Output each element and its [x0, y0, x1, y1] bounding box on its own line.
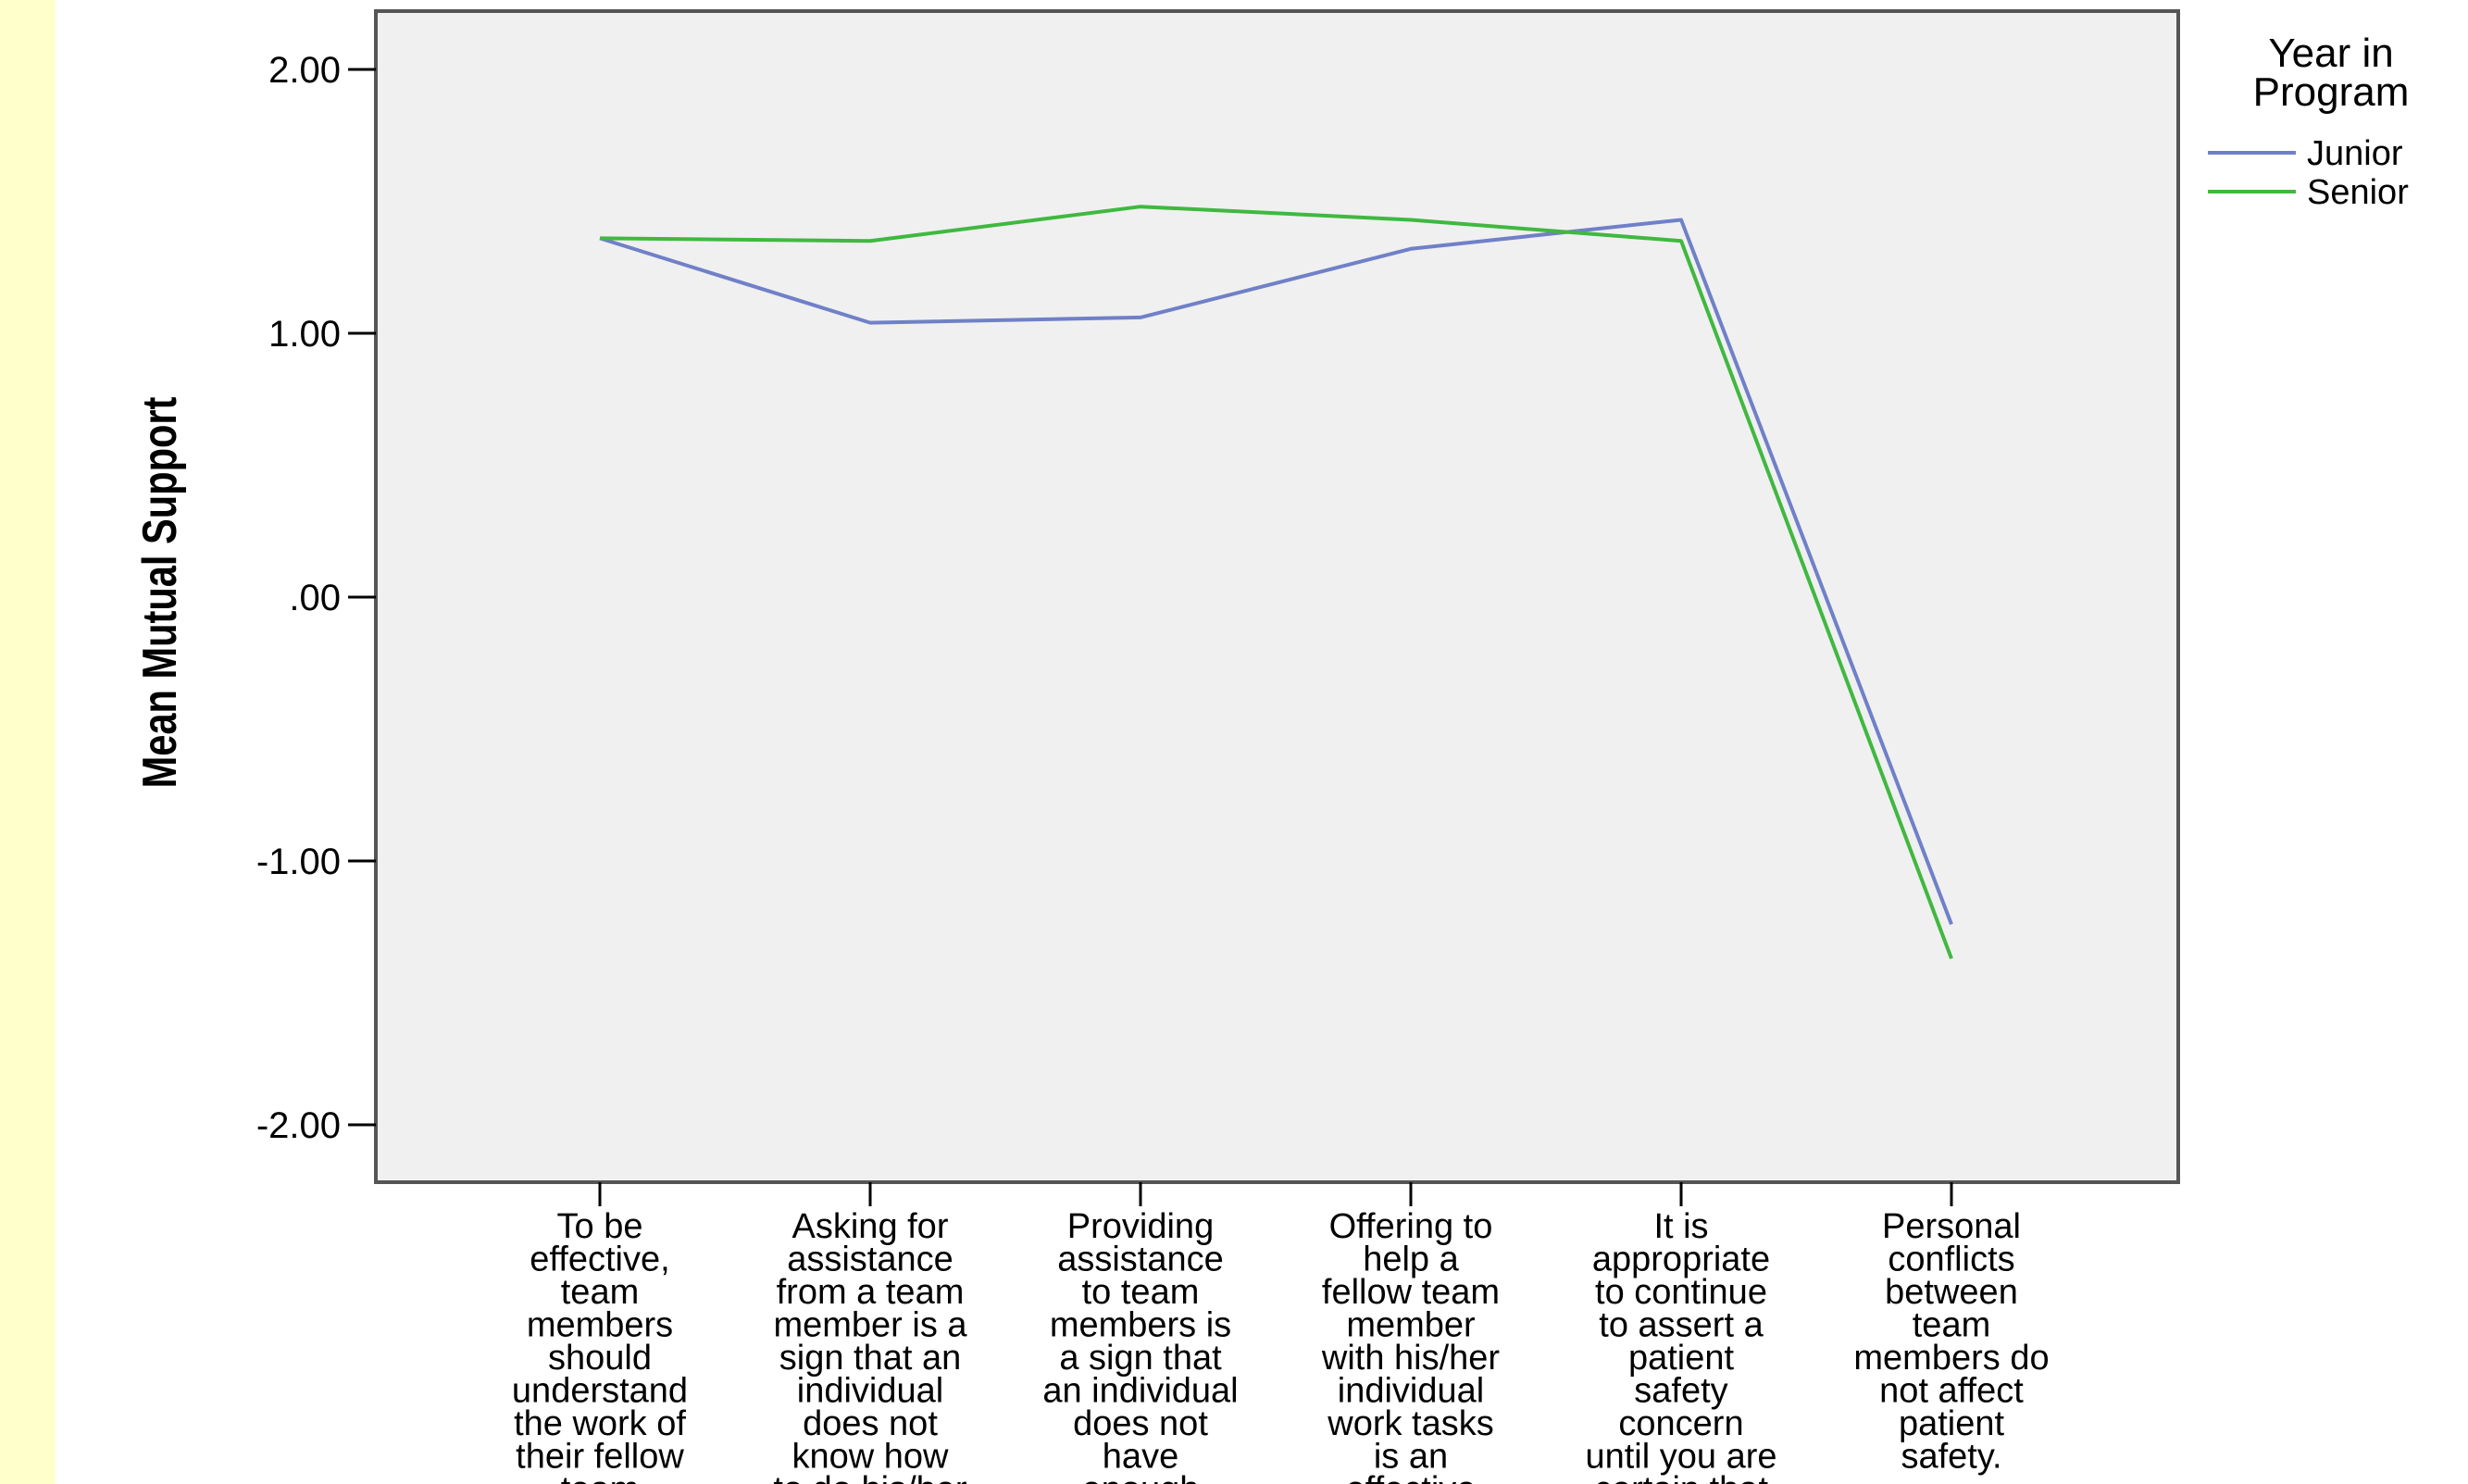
x-axis [598, 1182, 1953, 1206]
legend-title: Year in Program [2253, 31, 2410, 115]
y-axis-title: Mean Mutual Support [132, 396, 187, 788]
y-axis: 2.00 1.00 .00 -1.00 -2.00 [256, 50, 376, 1146]
y-tick-label: .00 [289, 578, 341, 618]
y-tick-label: 2.00 [268, 50, 341, 91]
y-tick-label: -2.00 [256, 1105, 341, 1146]
x-category-label: It is appropriate to continue to assert a pa… [1585, 1207, 1776, 1484]
legend-label-senior: Senior [2307, 173, 2409, 212]
x-category-label: Personal conflicts between team members do no… [1853, 1207, 2049, 1477]
x-category-label: To be effective, team members should understa… [512, 1207, 688, 1484]
plot-area [374, 9, 2180, 1184]
series-line-junior [599, 218, 1953, 926]
y-tick-label: -1.00 [256, 842, 341, 882]
series-lines [599, 205, 1953, 960]
y-tick-label: 1.00 [268, 314, 341, 355]
legend-label-junior: Junior [2307, 134, 2403, 173]
x-category-labels: To be effective, team members should understa… [512, 1207, 2050, 1484]
x-category-label: Providing assistance to team members is a si… [1042, 1207, 1238, 1484]
x-category-label: Asking for assistance from a team member is… [773, 1207, 967, 1484]
series-line-senior [599, 205, 1953, 960]
left-decorative-stripe [0, 0, 56, 1484]
x-category-label: Offering to help a fellow team member with h… [1321, 1207, 1501, 1484]
